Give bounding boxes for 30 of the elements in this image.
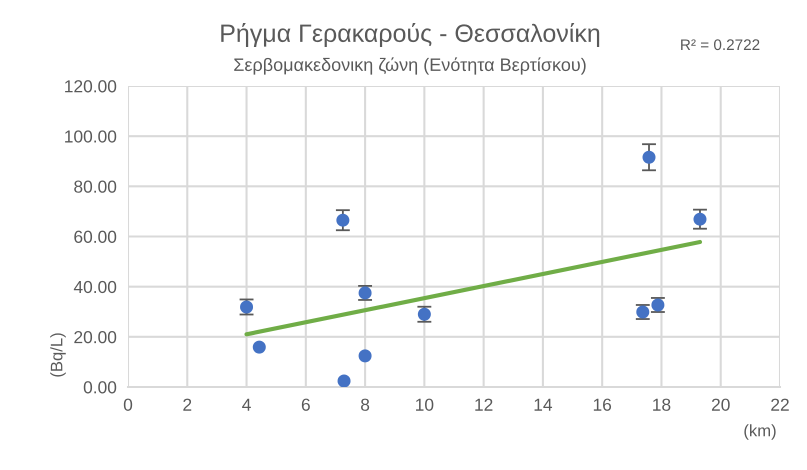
x-tick-label: 6 — [302, 398, 310, 411]
x-tick-label: 20 — [712, 398, 730, 411]
y-tick-label: 60.00 — [74, 230, 116, 243]
y-tick-label: 20.00 — [74, 331, 116, 344]
x-tick-label: 22 — [771, 398, 789, 411]
point — [252, 340, 266, 354]
y-tick-label: 80.00 — [74, 180, 116, 193]
point — [642, 150, 656, 164]
x-tick-label: 2 — [183, 398, 192, 411]
x-tick-label: 10 — [416, 398, 434, 411]
y-axis-title: (Bq/L) — [50, 333, 66, 377]
y-tick-label: 100.00 — [65, 130, 116, 143]
point — [358, 349, 372, 362]
y-tick-label: 0.00 — [84, 381, 116, 394]
point — [338, 374, 351, 387]
y-tick-label: 120.00 — [65, 80, 116, 92]
y-tick-label: 40.00 — [74, 280, 116, 294]
chart-title: Ρήγμα Γερακαρούς - Θεσσαλονίκη — [221, 22, 600, 48]
x-tick-label: 12 — [475, 398, 492, 411]
x-tick-label: 18 — [653, 398, 670, 411]
x-tick-label: 8 — [361, 398, 370, 411]
point — [693, 212, 706, 226]
point — [336, 214, 350, 227]
x-axis-title: (km) — [744, 424, 776, 440]
text: R² = 0.2722 — [681, 39, 760, 50]
x-tick-label: 4 — [242, 398, 251, 411]
x-tick-label: 0 — [124, 398, 132, 411]
chart-subtitle: Σερβομακεδονικη ζώνη (Ενότητα Βερτίσκου) — [234, 57, 586, 75]
x-tick-label: 14 — [534, 398, 552, 411]
x-tick-label: 16 — [594, 398, 612, 411]
